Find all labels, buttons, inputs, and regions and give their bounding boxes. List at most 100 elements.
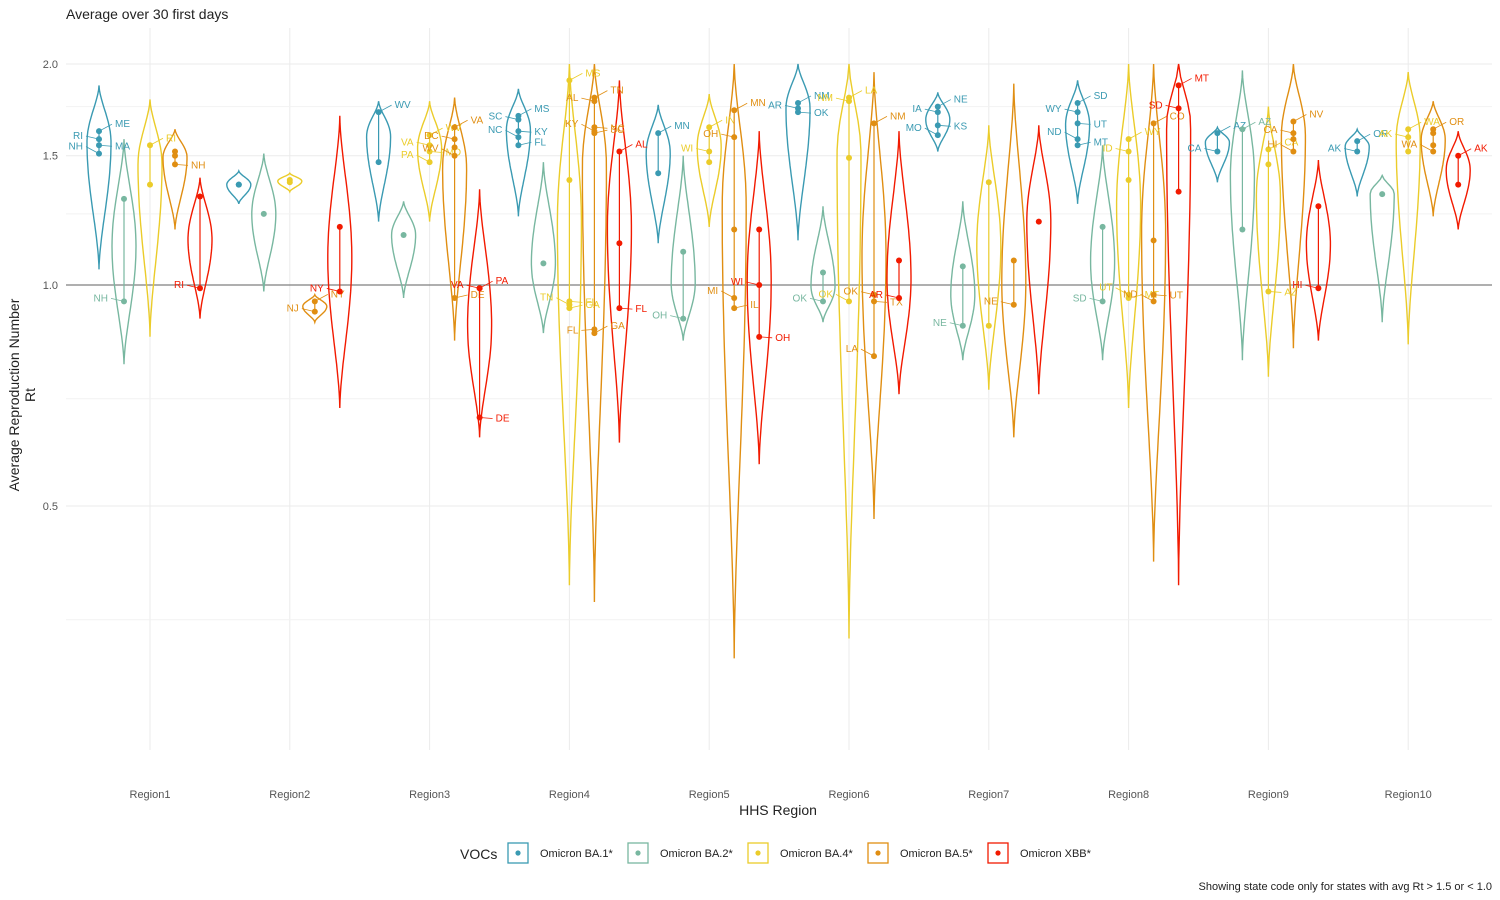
state-label: TN: [540, 293, 553, 304]
state-label: AZ: [1258, 117, 1271, 128]
state-label: LA: [846, 344, 859, 355]
label-leader: [1408, 121, 1422, 130]
state-label: WV: [422, 144, 438, 155]
violin-shape: [466, 189, 493, 438]
violin-shape: [162, 129, 188, 230]
violin-shape: [226, 169, 252, 204]
state-label: OR: [1373, 129, 1388, 140]
legend-key-dot: [755, 850, 761, 856]
y-tick-label: 0.5: [43, 501, 58, 513]
state-label: CA: [1263, 125, 1277, 136]
state-label: SD: [1073, 293, 1087, 304]
y-axis-title: Average Reproduction Number: [6, 298, 22, 491]
label-leader: [98, 144, 113, 147]
state-label: WA: [1401, 140, 1417, 151]
violin-shape: [505, 88, 532, 217]
label-leader: [429, 127, 443, 136]
state-label: MT: [1094, 137, 1108, 148]
label-leader: [569, 73, 583, 81]
data-point: [1175, 188, 1182, 195]
state-label: NE: [954, 95, 968, 106]
state-label: OK: [793, 293, 808, 304]
label-leader: [518, 141, 532, 146]
state-label: ND: [1047, 127, 1061, 138]
state-label: NC: [610, 123, 624, 134]
state-label: NH: [191, 160, 205, 171]
state-label: ID: [1103, 144, 1113, 155]
state-label: MI: [707, 286, 718, 297]
state-label: NJ: [287, 304, 299, 315]
legend-label: Omicron BA.4*: [780, 848, 853, 860]
violin-shape: [86, 85, 112, 270]
state-label: PA: [496, 276, 509, 287]
state-label: NH: [94, 293, 108, 304]
label-leader: [454, 119, 468, 128]
label-leader: [924, 108, 938, 113]
label-leader: [454, 294, 468, 299]
state-label: NH: [69, 142, 83, 153]
data-point: [235, 181, 242, 188]
legend: VOCs Omicron BA.1* Omicron BA.2* Omicron B…: [460, 842, 1092, 864]
data-point: [820, 269, 826, 276]
x-tick-label: Region2: [269, 789, 310, 801]
y-tick-label: 1.0: [43, 280, 58, 292]
state-label: PA: [401, 150, 414, 161]
state-label: HI: [1292, 280, 1302, 291]
x-tick-label: Region5: [689, 789, 730, 801]
violin-shape: [810, 206, 836, 323]
state-label: CA: [1187, 144, 1201, 155]
legend-key-dot: [515, 850, 521, 856]
data-point: [959, 263, 966, 270]
state-label: AK: [1474, 144, 1488, 155]
legend-label: Omicron BA.2*: [660, 848, 733, 860]
data-point: [1405, 148, 1412, 155]
state-label: MN: [750, 98, 766, 109]
state-label: NY: [310, 283, 324, 294]
y-tick-label: 2.0: [43, 59, 58, 71]
data-point: [172, 148, 178, 155]
data-point: [121, 195, 127, 202]
data-point: [566, 177, 573, 184]
label-leader: [885, 294, 900, 299]
label-leader: [873, 300, 888, 303]
label-leader: [466, 284, 480, 289]
violin-shape: [1445, 131, 1471, 230]
state-label: IL: [750, 300, 759, 311]
label-leader: [1433, 121, 1447, 130]
label-leader: [696, 148, 710, 152]
label-leader: [924, 127, 938, 136]
violin-shape: [606, 80, 633, 443]
label-leader: [581, 329, 595, 331]
x-tick-label: Region3: [409, 789, 450, 801]
data-point: [1379, 191, 1386, 198]
x-tick-label: Region1: [130, 789, 171, 801]
state-label: OK: [819, 289, 834, 300]
legend-key-dot: [875, 850, 881, 856]
label-leader: [734, 304, 748, 309]
state-label: VA: [471, 115, 484, 126]
violin-shape: [746, 131, 772, 465]
state-label: VA: [451, 280, 464, 291]
state-label: SC: [610, 125, 624, 136]
label-leader: [1077, 141, 1091, 146]
label-leader: [441, 148, 455, 157]
state-label: CA: [1284, 137, 1298, 148]
state-label: DE: [471, 290, 485, 301]
state-label: RI: [166, 133, 176, 144]
label-leader: [860, 348, 875, 357]
data-point: [706, 159, 713, 166]
label-leader: [110, 297, 125, 302]
label-leader: [1268, 142, 1282, 150]
label-leader: [1165, 105, 1179, 109]
label-leader: [429, 151, 443, 153]
label-leader: [721, 133, 735, 138]
y-tick-label: 1.5: [43, 151, 58, 163]
state-label: WI: [731, 277, 743, 288]
data-point: [336, 223, 343, 230]
violin-shape: [137, 99, 163, 337]
data-point: [985, 179, 992, 186]
violin-shape: [925, 92, 951, 152]
violin-shape: [785, 63, 811, 241]
violin-shape: [886, 131, 912, 395]
chart-title: Average over 30 first days: [66, 6, 228, 22]
